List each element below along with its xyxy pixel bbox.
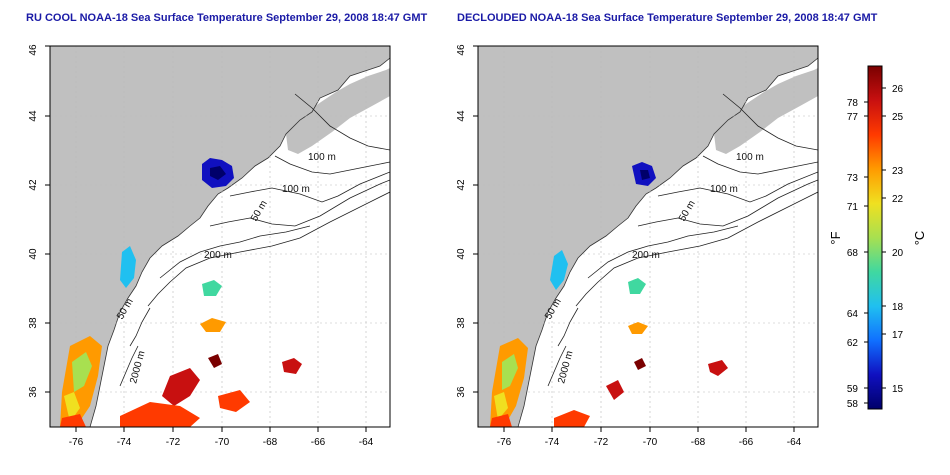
y-tick-label: 40 bbox=[456, 248, 467, 260]
f-tick: 73 bbox=[847, 173, 859, 184]
x-tick-label: -74 bbox=[545, 437, 560, 448]
x-tick-label: -76 bbox=[497, 437, 512, 448]
y-tick-label: 38 bbox=[456, 317, 467, 329]
contour-label: 100 m bbox=[736, 152, 764, 163]
f-tick: 62 bbox=[847, 338, 859, 349]
coastline bbox=[517, 57, 818, 427]
x-tick-label: -76 bbox=[69, 437, 84, 448]
f-tick: 77 bbox=[847, 112, 859, 123]
c-tick: 15 bbox=[892, 384, 904, 395]
sst-data bbox=[490, 162, 728, 427]
y-tick-label: 46 bbox=[28, 44, 39, 56]
y-axis: 36 38 40 42 44 46 bbox=[28, 44, 39, 398]
panel-1-title: RU COOL NOAA-18 Sea Surface Temperature … bbox=[26, 12, 428, 24]
x-tick-label: -72 bbox=[166, 437, 181, 448]
y-tick-label: 38 bbox=[28, 317, 39, 329]
y-tick-label: 42 bbox=[456, 179, 467, 191]
y-tick-label: 40 bbox=[28, 248, 39, 260]
colorbar: 78 77 73 71 68 64 62 59 58 26 25 23 22 2… bbox=[828, 65, 927, 410]
x-tick-label: -72 bbox=[594, 437, 609, 448]
grid-lines bbox=[478, 46, 818, 427]
contour-label: 100 m bbox=[308, 152, 336, 163]
c-tick: 17 bbox=[892, 330, 904, 341]
sst-data bbox=[60, 158, 302, 427]
x-tick-label: -66 bbox=[311, 437, 326, 448]
contour-label: 100 m bbox=[710, 184, 738, 195]
y-tick-label: 36 bbox=[456, 386, 467, 398]
nova-scotia bbox=[714, 68, 818, 154]
panel-2-title: DECLOUDED NOAA-18 Sea Surface Temperatur… bbox=[457, 12, 878, 24]
colorbar-gradient bbox=[867, 65, 883, 410]
x-tick-label: -64 bbox=[787, 437, 802, 448]
contour-label: 200 m bbox=[632, 250, 660, 261]
contour-label: 200 m bbox=[204, 250, 232, 261]
land-mass bbox=[50, 46, 390, 427]
c-tick: 23 bbox=[892, 166, 904, 177]
nova-scotia bbox=[286, 68, 390, 154]
x-tick-label: -64 bbox=[359, 437, 374, 448]
land-mass bbox=[478, 46, 818, 427]
x-tick-label: -68 bbox=[263, 437, 278, 448]
map-frame bbox=[477, 45, 819, 428]
c-tick: 18 bbox=[892, 302, 904, 313]
y-tick-label: 44 bbox=[28, 110, 39, 122]
y-tick-label: 44 bbox=[456, 110, 467, 122]
x-tick-label: -74 bbox=[117, 437, 132, 448]
celsius-ticks: 26 25 23 22 20 18 17 15 bbox=[892, 84, 904, 395]
c-tick: 22 bbox=[892, 194, 904, 205]
x-tick-label: -68 bbox=[691, 437, 706, 448]
f-tick: 64 bbox=[847, 309, 859, 320]
f-tick: 58 bbox=[847, 399, 859, 410]
fahrenheit-ticks: 78 77 73 71 68 64 62 59 58 bbox=[847, 98, 859, 410]
bathymetry-contours bbox=[547, 93, 818, 387]
f-tick: 78 bbox=[847, 98, 859, 109]
bathymetry-contours bbox=[119, 93, 390, 387]
c-tick: 25 bbox=[892, 112, 904, 123]
x-tick-label: -70 bbox=[215, 437, 230, 448]
map-panel-2: 100 m 100 m 50 m 200 m 50 m 2000 m -76 -… bbox=[456, 44, 819, 448]
celsius-label: °C bbox=[912, 231, 927, 246]
map-panel-1: 100 m 100 m 50 m 200 m 50 m 2000 m -76 -… bbox=[28, 44, 391, 448]
c-tick: 20 bbox=[892, 248, 904, 259]
y-tick-label: 46 bbox=[456, 44, 467, 56]
c-tick: 26 bbox=[892, 84, 904, 95]
x-axis: -76 -74 -72 -70 -68 -66 -64 bbox=[497, 437, 802, 448]
map-frame bbox=[49, 45, 391, 428]
fahrenheit-label: °F bbox=[828, 231, 843, 244]
f-tick: 68 bbox=[847, 248, 859, 259]
contour-label: 100 m bbox=[282, 184, 310, 195]
y-tick-label: 42 bbox=[28, 179, 39, 191]
y-axis: 36 38 40 42 44 46 bbox=[456, 44, 467, 398]
x-tick-label: -66 bbox=[739, 437, 754, 448]
x-tick-label: -70 bbox=[643, 437, 658, 448]
f-tick: 71 bbox=[847, 202, 859, 213]
coastline bbox=[89, 57, 390, 427]
x-axis: -76 -74 -72 -70 -68 -66 -64 bbox=[69, 437, 374, 448]
y-tick-label: 36 bbox=[28, 386, 39, 398]
f-tick: 59 bbox=[847, 384, 859, 395]
